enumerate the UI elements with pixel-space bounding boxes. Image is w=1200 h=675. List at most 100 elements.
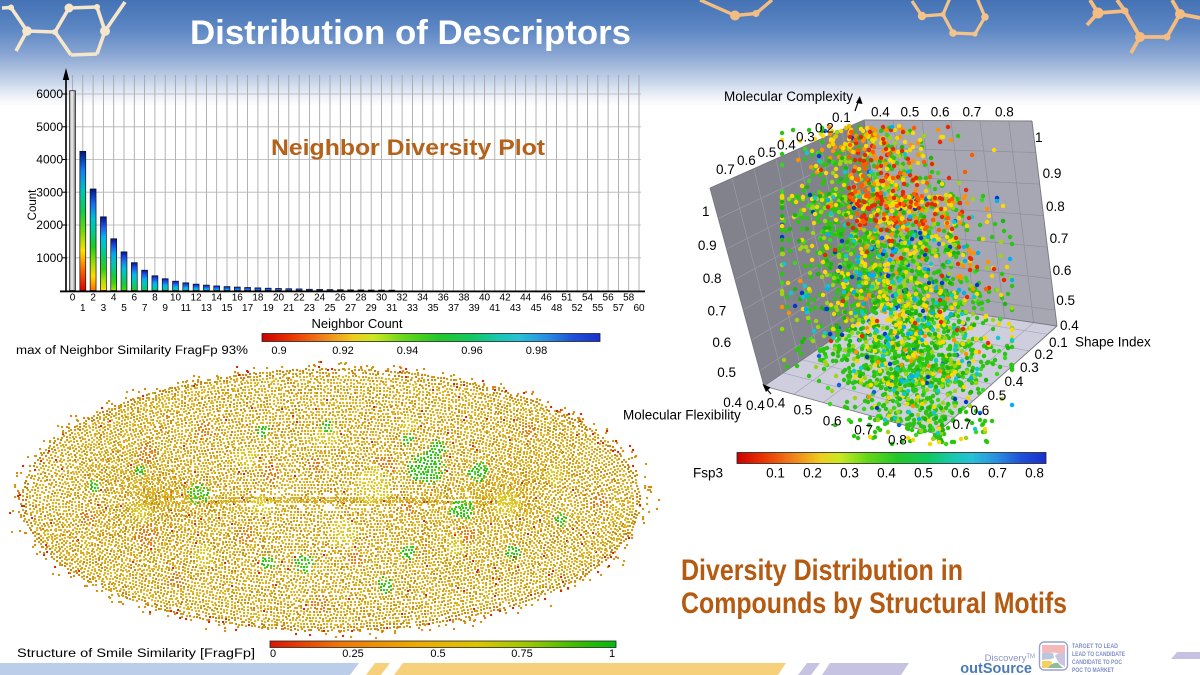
svg-text:0.5: 0.5 — [914, 466, 933, 481]
svg-text:22: 22 — [294, 293, 306, 304]
svg-text:Compounds by Structural Motifs: Compounds by Structural Motifs — [681, 587, 1067, 620]
svg-text:Molecular Complexity: Molecular Complexity — [724, 89, 853, 104]
svg-text:19: 19 — [263, 303, 275, 314]
svg-text:2000: 2000 — [36, 218, 63, 232]
svg-text:0.3: 0.3 — [796, 130, 815, 145]
svg-text:0.98: 0.98 — [526, 345, 547, 357]
svg-text:TARGET TO LEAD: TARGET TO LEAD — [1072, 644, 1119, 650]
svg-text:20: 20 — [273, 293, 285, 304]
svg-text:0.2: 0.2 — [1035, 347, 1054, 362]
svg-text:4: 4 — [111, 293, 117, 304]
svg-text:10: 10 — [170, 293, 182, 304]
svg-text:0.2: 0.2 — [803, 466, 822, 481]
svg-text:32: 32 — [397, 293, 409, 304]
svg-text:0.7: 0.7 — [988, 466, 1007, 481]
svg-text:3: 3 — [101, 303, 107, 314]
svg-text:outSource: outSource — [960, 661, 1032, 675]
svg-text:6: 6 — [132, 293, 138, 304]
svg-text:45: 45 — [530, 303, 542, 314]
svg-text:46: 46 — [541, 293, 553, 304]
svg-text:51: 51 — [561, 293, 573, 304]
svg-text:0.9: 0.9 — [698, 238, 717, 253]
svg-text:0: 0 — [270, 648, 276, 660]
svg-text:7: 7 — [142, 303, 148, 314]
svg-text:CANDIDATE TO POC: CANDIDATE TO POC — [1072, 660, 1123, 666]
svg-text:37: 37 — [448, 303, 460, 314]
svg-text:35: 35 — [427, 303, 439, 314]
svg-text:14: 14 — [211, 293, 223, 304]
svg-text:0.4: 0.4 — [877, 466, 896, 481]
svg-text:0.6: 0.6 — [931, 105, 950, 120]
svg-text:36: 36 — [438, 293, 450, 304]
svg-text:26: 26 — [335, 293, 347, 304]
svg-text:0.7: 0.7 — [963, 105, 982, 120]
svg-text:1000: 1000 — [36, 251, 63, 265]
svg-text:LEAD TO CANDIDATE: LEAD TO CANDIDATE — [1072, 652, 1125, 658]
svg-text:Diversity Distribution in: Diversity Distribution in — [681, 554, 963, 587]
svg-text:0.7: 0.7 — [708, 304, 727, 319]
svg-text:0.4: 0.4 — [871, 105, 890, 120]
svg-text:28: 28 — [355, 293, 367, 304]
svg-text:0.1: 0.1 — [766, 466, 785, 481]
svg-text:0.92: 0.92 — [332, 345, 353, 357]
svg-text:0.1: 0.1 — [832, 110, 851, 125]
svg-text:54: 54 — [582, 293, 594, 304]
svg-text:DiscoveryTM: DiscoveryTM — [985, 653, 1035, 664]
svg-text:31: 31 — [386, 303, 398, 314]
svg-text:0.5: 0.5 — [1056, 293, 1075, 308]
svg-text:5: 5 — [121, 303, 127, 314]
svg-text:52: 52 — [572, 303, 584, 314]
svg-text:23: 23 — [304, 303, 316, 314]
svg-text:1: 1 — [1035, 130, 1043, 145]
svg-text:0.7: 0.7 — [1050, 231, 1069, 246]
svg-text:4000: 4000 — [36, 153, 63, 167]
svg-text:0.8: 0.8 — [703, 271, 722, 286]
svg-text:0.6: 0.6 — [712, 335, 731, 350]
svg-text:15: 15 — [221, 303, 233, 314]
svg-text:0.8: 0.8 — [995, 105, 1014, 120]
svg-text:0.6: 0.6 — [971, 403, 990, 418]
svg-text:0.8: 0.8 — [1025, 466, 1044, 481]
svg-text:29: 29 — [366, 303, 378, 314]
svg-text:1: 1 — [80, 303, 86, 314]
svg-text:0.7: 0.7 — [953, 417, 972, 432]
svg-text:18: 18 — [252, 293, 264, 304]
svg-text:0: 0 — [70, 293, 76, 304]
svg-text:6000: 6000 — [36, 87, 63, 101]
svg-text:2: 2 — [90, 293, 96, 304]
svg-text:0.4: 0.4 — [1005, 374, 1024, 389]
svg-text:0.4: 0.4 — [723, 395, 742, 410]
svg-text:60: 60 — [633, 303, 645, 314]
svg-text:5000: 5000 — [36, 120, 63, 134]
svg-text:48: 48 — [551, 303, 563, 314]
svg-text:0.1: 0.1 — [1049, 335, 1068, 350]
svg-text:55: 55 — [592, 303, 604, 314]
svg-text:Distribution of Descriptors: Distribution of Descriptors — [190, 14, 631, 52]
svg-text:25: 25 — [324, 303, 336, 314]
svg-text:Molecular Flexibility: Molecular Flexibility — [623, 408, 741, 423]
svg-text:43: 43 — [510, 303, 522, 314]
svg-text:max of Neighbor Similarity Fra: max of Neighbor Similarity FragFp 93% — [16, 345, 248, 357]
svg-text:0.5: 0.5 — [717, 365, 736, 380]
svg-text:Structure of Smile Similarity: Structure of Smile Similarity [FragFp] — [17, 648, 255, 660]
svg-text:0.4: 0.4 — [777, 138, 796, 153]
svg-text:8: 8 — [152, 293, 158, 304]
svg-text:Fsp3: Fsp3 — [693, 466, 723, 481]
svg-text:0.96: 0.96 — [461, 345, 482, 357]
svg-text:1: 1 — [702, 204, 710, 219]
svg-text:17: 17 — [242, 303, 254, 314]
svg-text:0.9: 0.9 — [1043, 166, 1062, 181]
svg-text:41: 41 — [489, 303, 501, 314]
svg-text:Shape Index: Shape Index — [1075, 335, 1151, 350]
svg-text:0.75: 0.75 — [511, 648, 532, 660]
svg-text:0.9: 0.9 — [271, 345, 286, 357]
svg-text:0.5: 0.5 — [901, 105, 920, 120]
svg-text:0.7: 0.7 — [716, 162, 735, 177]
svg-text:0.6: 0.6 — [737, 153, 756, 168]
svg-text:0.4: 0.4 — [1060, 318, 1079, 333]
svg-text:0.8: 0.8 — [888, 433, 907, 448]
svg-text:0.5: 0.5 — [758, 145, 777, 160]
svg-text:34: 34 — [417, 293, 429, 304]
svg-text:0.4: 0.4 — [746, 398, 765, 413]
svg-text:27: 27 — [345, 303, 357, 314]
